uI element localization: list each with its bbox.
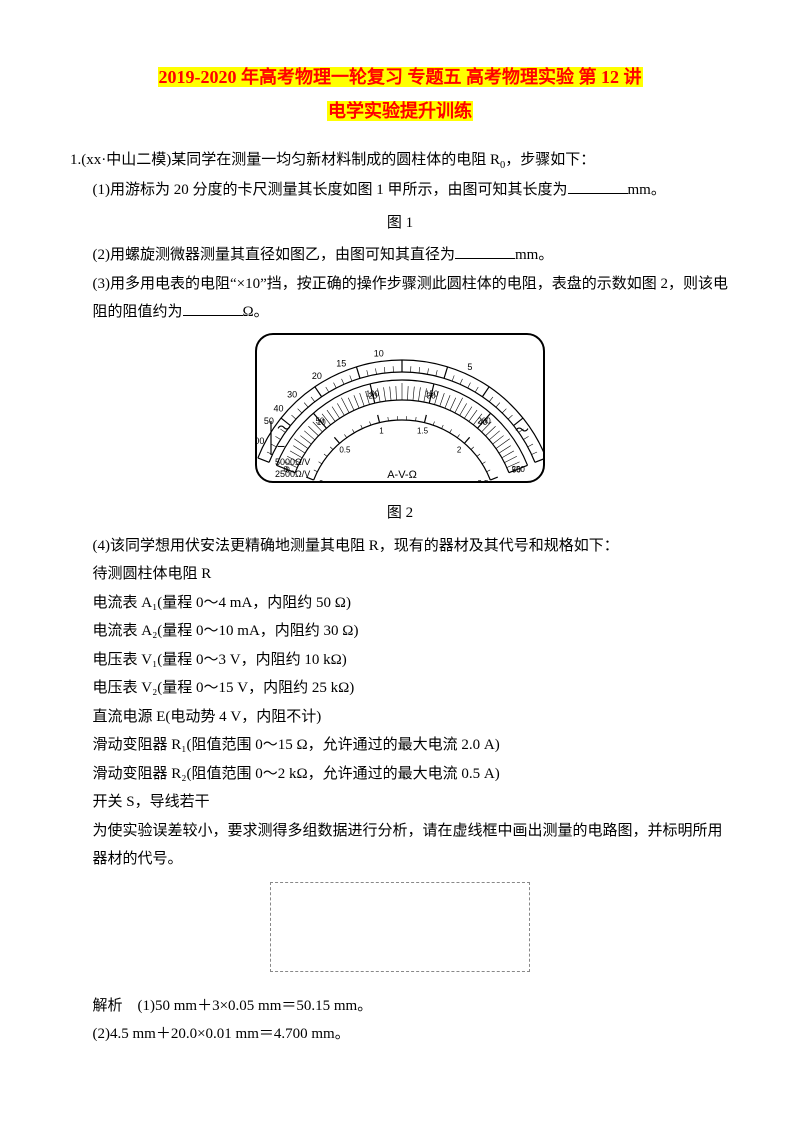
answer-1: 解析 (1)50 mm＋3×0.05 mm＝50.15 mm。	[70, 992, 730, 1021]
q1-part4-tail: 为使实验误差较小，要求测得多组数据进行分析，请在虚线框中画出测量的电路图，并标明…	[70, 817, 730, 874]
svg-text:5000Ω/V: 5000Ω/V	[275, 457, 310, 467]
blank-3	[183, 301, 243, 316]
q1-p2-text: (2)用螺旋测微器测量其直径如图乙，由图可知其直径为	[93, 247, 456, 263]
svg-text:40: 40	[478, 418, 487, 427]
svg-text:～: ～	[277, 420, 291, 436]
svg-text:0: 0	[319, 479, 324, 483]
svg-text:50: 50	[264, 416, 274, 426]
svg-text:～: ～	[515, 422, 529, 438]
svg-text:0.5: 0.5	[339, 445, 351, 454]
svg-text:30: 30	[287, 389, 297, 399]
svg-text:1: 1	[379, 426, 384, 435]
answer-2: (2)4.5 mm＋20.0×0.01 mm＝4.700 mm。	[70, 1020, 730, 1049]
svg-text:30: 30	[427, 391, 436, 400]
svg-text:100: 100	[257, 436, 264, 446]
q1-header-text: 1.(xx·中山二模)某同学在测量一均匀新材料制成的圆柱体的电阻 R	[70, 152, 500, 168]
svg-text:15: 15	[336, 359, 346, 369]
equipment-item: 开关 S，导线若干	[93, 788, 731, 817]
svg-text:5: 5	[467, 362, 472, 372]
q1-p3-unit: Ω。	[243, 304, 269, 320]
q1-p1-text: (1)用游标为 20 分度的卡尺测量其长度如图 1 甲所示，由图可知其长度为	[93, 182, 568, 198]
svg-text:40: 40	[274, 403, 284, 413]
question-body: 1.(xx·中山二模)某同学在测量一均匀新材料制成的圆柱体的电阻 R 0 ，步骤如下…	[70, 146, 730, 1048]
title-line-1: 2019-2020 年高考物理一轮复习 专题五 高考物理实验 第 12 讲	[158, 67, 643, 87]
svg-text:10: 10	[374, 348, 384, 358]
equipment-item: 电压表 V₁(量程 0～3 V，内阻约 10 kΩ)	[93, 646, 731, 675]
meter-svg: 1k10050403020151050Ω∞0501001502002500102…	[257, 335, 545, 483]
svg-text:50: 50	[512, 466, 521, 475]
svg-text:20: 20	[312, 371, 322, 381]
figure-1-label: 图 1	[70, 209, 730, 238]
svg-text:A-V-Ω: A-V-Ω	[387, 469, 417, 481]
figure-2-label: 图 2	[70, 499, 730, 528]
q1-header-tail: ，步骤如下：	[505, 152, 595, 168]
equipment-item: 直流电源 E(电动势 4 V，内阻不计)	[93, 703, 731, 732]
equipment-list: 待测圆柱体电阻 R电流表 A₁(量程 0～4 mA，内阻约 50 Ω)电流表 A…	[70, 560, 730, 817]
blank-1	[568, 179, 628, 194]
equipment-item: 电流表 A₁(量程 0～4 mA，内阻约 50 Ω)	[93, 589, 731, 618]
svg-text:2.5: 2.5	[477, 479, 489, 483]
svg-text:10: 10	[317, 418, 326, 427]
q1-header: 1.(xx·中山二模)某同学在测量一均匀新材料制成的圆柱体的电阻 R0，步骤如下…	[70, 146, 730, 176]
q1-part4-head: (4)该同学想用伏安法更精确地测量其电阻 R，现有的器材及其代号和规格如下：	[70, 532, 730, 561]
svg-text:20: 20	[368, 391, 377, 400]
svg-text:−: −	[277, 438, 285, 454]
equipment-item: 电压表 V₂(量程 0～15 V，内阻约 25 kΩ)	[93, 674, 731, 703]
circuit-draw-area	[270, 882, 530, 972]
svg-text:2500Ω/V: 2500Ω/V	[275, 469, 310, 479]
meter-figure: 1k10050403020151050Ω∞0501001502002500102…	[70, 333, 730, 494]
svg-text:1.5: 1.5	[417, 426, 429, 435]
q1-part2: (2)用螺旋测微器测量其直径如图乙，由图可知其直径为 mm。	[70, 241, 730, 270]
equipment-item: 电流表 A₂(量程 0～10 mA，内阻约 30 Ω)	[93, 617, 731, 646]
q1-p1-unit: mm。	[628, 182, 666, 198]
equipment-item: 待测圆柱体电阻 R	[93, 560, 731, 589]
equipment-item: 滑动变阻器 R₁(阻值范围 0～15 Ω，允许通过的最大电流 2.0 A)	[93, 731, 731, 760]
equipment-item: 滑动变阻器 R₂(阻值范围 0～2 kΩ，允许通过的最大电流 0.5 A)	[93, 760, 731, 789]
svg-text:2: 2	[457, 445, 462, 454]
q1-part1: (1)用游标为 20 分度的卡尺测量其长度如图 1 甲所示，由图可知其长度为 mm…	[70, 176, 730, 205]
q1-part3: (3)用多用电表的电阻“×10”挡，按正确的操作步骤测此圆柱体的电阻，表盘的示数…	[70, 270, 730, 327]
title-line-2: 电学实验提升训练	[327, 101, 473, 121]
multimeter-dial: 1k10050403020151050Ω∞0501001502002500102…	[255, 333, 545, 483]
blank-2	[455, 244, 515, 259]
q1-p2-unit: mm。	[515, 247, 553, 263]
page-title: 2019-2020 年高考物理一轮复习 专题五 高考物理实验 第 12 讲 电学…	[70, 60, 730, 128]
